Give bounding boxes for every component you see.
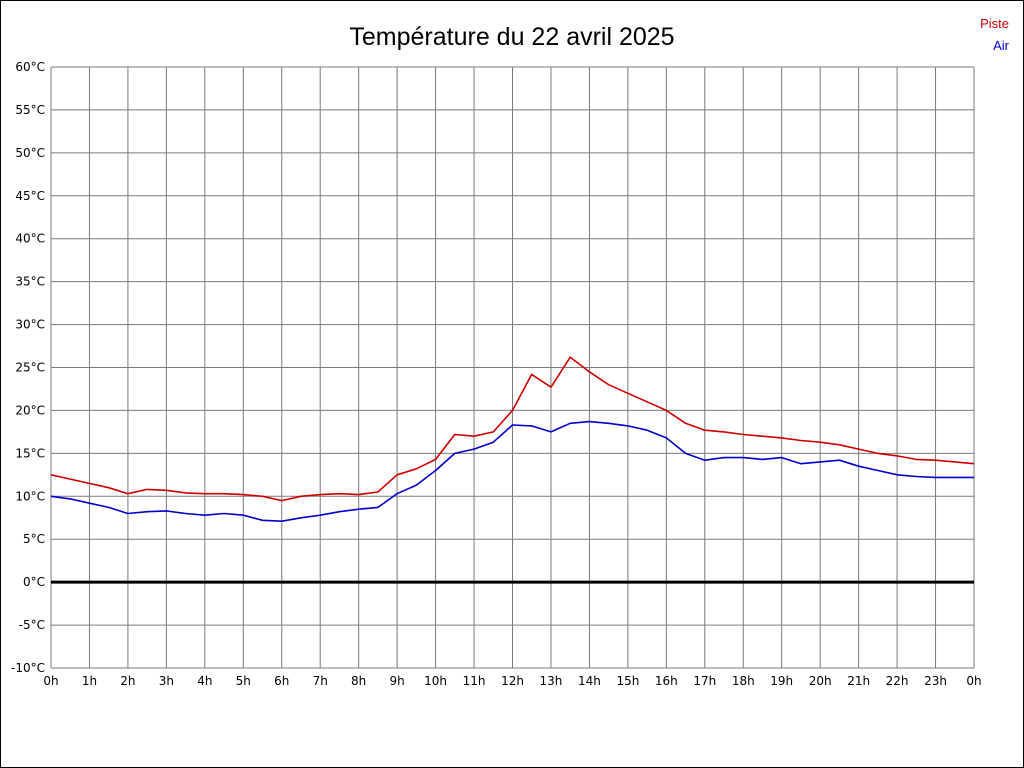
svg-text:6h: 6h bbox=[274, 674, 289, 688]
svg-text:1h: 1h bbox=[82, 674, 97, 688]
svg-text:0h: 0h bbox=[966, 674, 981, 688]
chart-title: Température du 22 avril 2025 bbox=[349, 23, 675, 51]
svg-text:45°C: 45°C bbox=[15, 189, 45, 203]
svg-text:12h: 12h bbox=[501, 674, 524, 688]
svg-text:19h: 19h bbox=[770, 674, 793, 688]
legend-item-piste: Piste bbox=[980, 16, 1009, 31]
svg-text:55°C: 55°C bbox=[15, 103, 45, 117]
svg-text:20°C: 20°C bbox=[15, 403, 45, 417]
svg-text:14h: 14h bbox=[578, 674, 601, 688]
svg-text:50°C: 50°C bbox=[15, 146, 45, 160]
svg-text:4h: 4h bbox=[197, 674, 212, 688]
svg-text:5h: 5h bbox=[236, 674, 251, 688]
legend-item-air: Air bbox=[993, 38, 1009, 54]
svg-text:3h: 3h bbox=[159, 674, 174, 688]
svg-text:16h: 16h bbox=[655, 674, 678, 688]
svg-text:-5°C: -5°C bbox=[19, 618, 45, 632]
chart-legend: Piste Air bbox=[980, 13, 1009, 57]
svg-text:13h: 13h bbox=[540, 674, 563, 688]
svg-text:2h: 2h bbox=[120, 674, 135, 688]
svg-text:15°C: 15°C bbox=[15, 446, 45, 460]
svg-text:60°C: 60°C bbox=[15, 60, 45, 74]
svg-text:40°C: 40°C bbox=[15, 232, 45, 246]
svg-text:7h: 7h bbox=[313, 674, 328, 688]
svg-text:18h: 18h bbox=[732, 674, 755, 688]
svg-text:35°C: 35°C bbox=[15, 275, 45, 289]
svg-text:0h: 0h bbox=[43, 674, 58, 688]
svg-text:23h: 23h bbox=[924, 674, 947, 688]
svg-text:17h: 17h bbox=[693, 674, 716, 688]
svg-text:15h: 15h bbox=[616, 674, 639, 688]
svg-text:21h: 21h bbox=[847, 674, 870, 688]
svg-text:10h: 10h bbox=[424, 674, 447, 688]
svg-text:10°C: 10°C bbox=[15, 489, 45, 503]
svg-text:25°C: 25°C bbox=[15, 361, 45, 375]
svg-text:5°C: 5°C bbox=[23, 532, 45, 546]
svg-text:20h: 20h bbox=[809, 674, 832, 688]
svg-text:8h: 8h bbox=[351, 674, 366, 688]
svg-text:30°C: 30°C bbox=[15, 318, 45, 332]
svg-text:0°C: 0°C bbox=[23, 575, 45, 589]
svg-text:11h: 11h bbox=[463, 674, 486, 688]
svg-text:9h: 9h bbox=[390, 674, 405, 688]
svg-text:-10°C: -10°C bbox=[11, 661, 45, 675]
svg-text:22h: 22h bbox=[886, 674, 909, 688]
